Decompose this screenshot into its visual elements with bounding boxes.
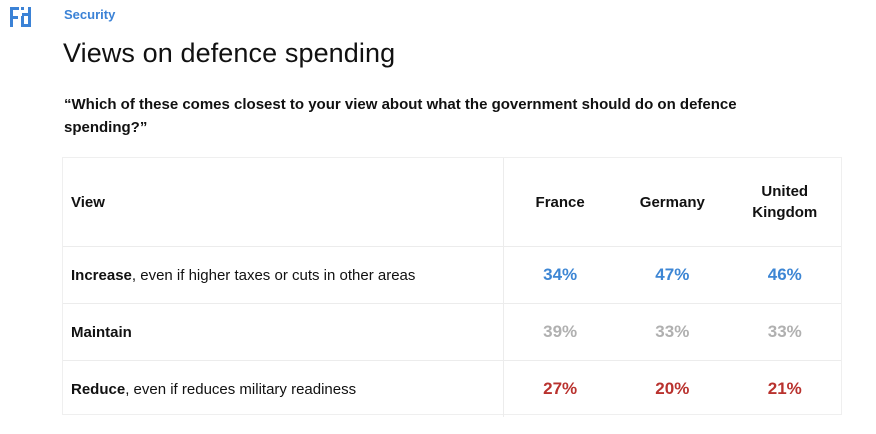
- value-reduce-uk: 21%: [728, 360, 841, 417]
- column-header-uk-line1: United: [761, 183, 809, 200]
- row-label-bold: Maintain: [71, 323, 132, 341]
- page-title: Views on defence spending: [63, 38, 396, 68]
- row-label-maintain: Maintain: [63, 303, 504, 361]
- column-header-germany: Germany: [639, 193, 705, 211]
- row-label-bold: Reduce: [71, 380, 126, 398]
- column-header-view: View: [71, 193, 105, 211]
- value-increase-germany: 47%: [616, 246, 729, 304]
- value-maintain-uk: 33%: [728, 303, 841, 361]
- row-label-rest: , even if higher taxes or cuts in other …: [131, 266, 416, 284]
- section-tag[interactable]: Security: [64, 7, 116, 22]
- column-header-uk-line2: Kingdom: [752, 204, 818, 221]
- value-maintain-germany: 33%: [616, 303, 729, 361]
- value-increase-uk: 46%: [728, 246, 841, 304]
- table-row-reduce: Reduce, even if reduces military readine…: [63, 360, 841, 417]
- value-increase-france: 34%: [503, 246, 617, 304]
- column-header-france: France: [503, 158, 617, 247]
- results-table: View France Germany United Kingdom Incre…: [62, 157, 842, 417]
- value-reduce-france: 27%: [503, 360, 617, 417]
- table-row-maintain: Maintain 39% 33% 33%: [63, 303, 841, 361]
- row-label-increase: Increase, even if higher taxes or cuts i…: [63, 246, 504, 304]
- yougov-logo-icon: [10, 7, 31, 27]
- table-header-row: View France Germany United Kingdom: [63, 158, 841, 247]
- column-header-uk: United Kingdom: [729, 158, 841, 247]
- value-reduce-germany: 20%: [616, 360, 729, 417]
- value-maintain-france: 39%: [503, 303, 617, 361]
- row-label-reduce: Reduce, even if reduces military readine…: [63, 360, 504, 417]
- survey-question: “Which of these comes closest to your vi…: [64, 96, 737, 136]
- table-row-increase: Increase, even if higher taxes or cuts i…: [63, 246, 841, 304]
- row-label-bold: Increase: [71, 266, 132, 284]
- row-label-rest: , even if reduces military readiness: [125, 380, 357, 398]
